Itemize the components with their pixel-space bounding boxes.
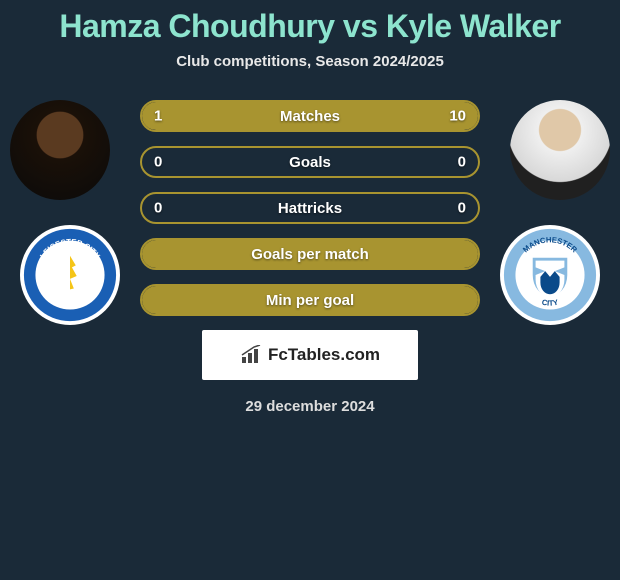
- comparison-area: LEICESTER CITY FOOTBALL CLUB MANCHESTER …: [0, 100, 620, 330]
- stat-row-min-per-goal: Min per goal: [140, 284, 480, 316]
- page-title: Hamza Choudhury vs Kyle Walker: [0, 0, 620, 45]
- stat-label: Matches: [280, 108, 340, 125]
- chart-icon: [240, 345, 264, 365]
- stat-row-matches: 1 Matches 10: [140, 100, 480, 132]
- player-photo-left: [10, 100, 110, 200]
- stat-value-right: 0: [458, 200, 466, 217]
- avatar-left: [10, 100, 110, 200]
- svg-text:CITY: CITY: [541, 298, 559, 308]
- avatar-right: [510, 100, 610, 200]
- stat-row-goals: 0 Goals 0: [140, 146, 480, 178]
- stat-value-right: 0: [458, 154, 466, 171]
- stat-rows: 1 Matches 10 0 Goals 0 0 Hattricks 0 Goa…: [140, 100, 480, 330]
- stat-value-left: 1: [154, 108, 162, 125]
- stat-label: Hattricks: [278, 200, 342, 217]
- stat-label: Min per goal: [266, 292, 354, 309]
- branding-text: FcTables.com: [268, 345, 380, 365]
- stat-value-left: 0: [154, 154, 162, 171]
- date-line: 29 december 2024: [0, 398, 620, 415]
- club-badge-right: MANCHESTER CITY: [500, 225, 600, 325]
- stat-row-goals-per-match: Goals per match: [140, 238, 480, 270]
- subtitle: Club competitions, Season 2024/2025: [0, 53, 620, 70]
- stat-label: Goals per match: [251, 246, 369, 263]
- leicester-badge-icon: LEICESTER CITY FOOTBALL CLUB: [22, 227, 118, 323]
- mancity-badge-icon: MANCHESTER CITY: [502, 227, 598, 323]
- stat-value-left: 0: [154, 200, 162, 217]
- branding-box: FcTables.com: [202, 330, 418, 380]
- club-badge-left: LEICESTER CITY FOOTBALL CLUB: [20, 225, 120, 325]
- player-photo-right: [510, 100, 610, 200]
- stat-label: Goals: [289, 154, 331, 171]
- stat-value-right: 10: [449, 108, 466, 125]
- stat-row-hattricks: 0 Hattricks 0: [140, 192, 480, 224]
